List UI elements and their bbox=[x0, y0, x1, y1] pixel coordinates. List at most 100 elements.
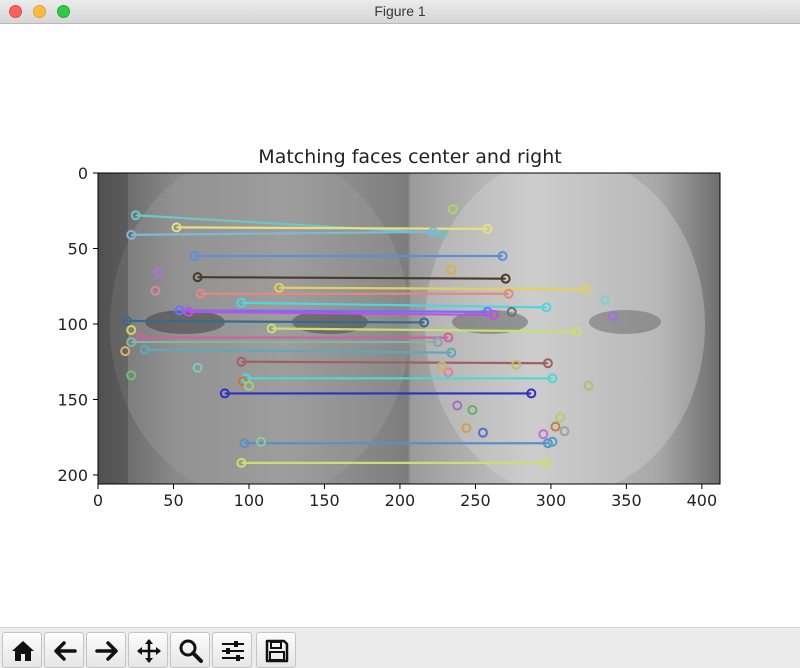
y-tick-label: 150 bbox=[57, 390, 88, 409]
match-keypoint-right bbox=[541, 302, 552, 313]
match-keypoint-right bbox=[526, 388, 537, 399]
match-keypoint-right bbox=[571, 326, 582, 337]
match-keypoint-right bbox=[542, 438, 553, 449]
keypoint bbox=[447, 204, 458, 215]
arrow-left-icon bbox=[54, 641, 77, 661]
keypoint bbox=[511, 359, 522, 370]
home-button[interactable] bbox=[2, 632, 42, 668]
keypoint bbox=[153, 267, 164, 278]
x-tick-label: 0 bbox=[93, 491, 103, 510]
match-keypoint-right bbox=[497, 251, 508, 262]
match-keypoint-left bbox=[171, 222, 182, 233]
keypoint bbox=[467, 405, 478, 416]
match-keypoint-right bbox=[500, 273, 511, 284]
navigation-toolbar bbox=[0, 627, 800, 668]
forward-button[interactable] bbox=[86, 632, 126, 668]
match-line bbox=[176, 226, 488, 230]
match-line bbox=[197, 276, 506, 280]
match-line bbox=[179, 309, 488, 313]
x-tick-label: 50 bbox=[163, 491, 183, 510]
keypoints bbox=[120, 204, 618, 447]
match-line bbox=[144, 348, 452, 354]
keypoint bbox=[538, 429, 549, 440]
match-keypoint-left bbox=[121, 315, 132, 326]
match-lines bbox=[121, 173, 591, 484]
arrow-right-icon bbox=[95, 641, 118, 661]
match-keypoint-left bbox=[139, 344, 150, 355]
match-keypoint-left bbox=[219, 388, 230, 399]
x-tick-label: 250 bbox=[460, 491, 491, 510]
x-tick-label: 300 bbox=[536, 491, 567, 510]
match-keypoint-right bbox=[580, 284, 591, 295]
match-keypoint-left bbox=[236, 356, 247, 367]
match-keypoint-left bbox=[126, 337, 137, 348]
home-icon bbox=[12, 641, 34, 661]
save-button[interactable] bbox=[256, 632, 296, 668]
figure-canvas[interactable]: Matching faces center and right 0 50 100 15… bbox=[0, 25, 800, 627]
match-keypoint-left bbox=[236, 457, 247, 468]
keypoint bbox=[559, 426, 570, 437]
maximize-window-button[interactable] bbox=[57, 5, 70, 18]
y-tick-label: 0 bbox=[78, 164, 88, 183]
keypoint bbox=[554, 412, 565, 423]
match-keypoint-right bbox=[446, 347, 457, 358]
zoom-button[interactable] bbox=[170, 632, 210, 668]
match-keypoint-left bbox=[183, 306, 194, 317]
x-tick-label: 350 bbox=[611, 491, 642, 510]
subplots-button[interactable] bbox=[212, 632, 252, 668]
x-tick-label: 400 bbox=[687, 491, 718, 510]
match-keypoint-left bbox=[192, 272, 203, 283]
match-keypoint-right bbox=[482, 223, 493, 234]
close-window-button[interactable] bbox=[9, 5, 22, 18]
keypoint bbox=[243, 380, 254, 391]
chart-title: Matching faces center and right bbox=[258, 146, 561, 168]
keypoint bbox=[120, 346, 131, 357]
axes-frame bbox=[97, 172, 721, 485]
match-keypoint-left bbox=[126, 229, 137, 240]
match-keypoint-left bbox=[236, 297, 247, 308]
match-keypoint-right bbox=[503, 288, 514, 299]
keypoint bbox=[192, 362, 203, 373]
x-tick-label: 150 bbox=[309, 491, 340, 510]
zoom-icon bbox=[179, 639, 203, 663]
keypoint bbox=[506, 306, 517, 317]
x-tick-label: 200 bbox=[385, 491, 416, 510]
match-keypoint-left bbox=[130, 210, 141, 221]
match-keypoint-left bbox=[274, 282, 285, 293]
match-line bbox=[241, 301, 547, 309]
keypoint bbox=[126, 325, 137, 336]
keypoint bbox=[550, 421, 561, 432]
match-keypoint-right bbox=[428, 226, 439, 237]
match-keypoint-right bbox=[443, 332, 454, 343]
match-keypoint-left bbox=[189, 251, 200, 262]
keypoint bbox=[126, 370, 137, 381]
match-keypoint-left bbox=[266, 323, 277, 334]
match-keypoint-right bbox=[541, 457, 552, 468]
match-keypoint-left bbox=[239, 438, 250, 449]
keypoint bbox=[443, 367, 454, 378]
match-line bbox=[279, 286, 586, 291]
pan-button[interactable] bbox=[128, 632, 168, 668]
match-keypoint-left bbox=[195, 288, 206, 299]
keypoint bbox=[600, 294, 611, 305]
match-keypoint-right bbox=[547, 373, 558, 384]
match-keypoint-right bbox=[488, 309, 499, 320]
keypoint bbox=[150, 285, 161, 296]
move-icon bbox=[137, 639, 161, 663]
match-line bbox=[135, 214, 443, 235]
face-image bbox=[98, 173, 720, 484]
keypoint bbox=[432, 337, 443, 348]
match-keypoint-right bbox=[419, 317, 430, 328]
y-tick-label: 50 bbox=[68, 239, 88, 258]
keypoint bbox=[446, 264, 457, 275]
keypoint bbox=[461, 423, 472, 434]
minimize-window-button[interactable] bbox=[33, 5, 46, 18]
match-keypoint-right bbox=[542, 358, 553, 369]
keypoint bbox=[256, 436, 267, 447]
chart: Matching faces center and right 0 50 100 15… bbox=[57, 146, 721, 510]
x-tick-label: 100 bbox=[234, 491, 265, 510]
back-button[interactable] bbox=[44, 632, 84, 668]
y-tick-label: 100 bbox=[57, 315, 88, 334]
keypoint bbox=[583, 380, 594, 391]
axis-ticks: 0 50 100 150 200 250 300 350 400 0 50 100 150 200 bbox=[57, 164, 717, 510]
